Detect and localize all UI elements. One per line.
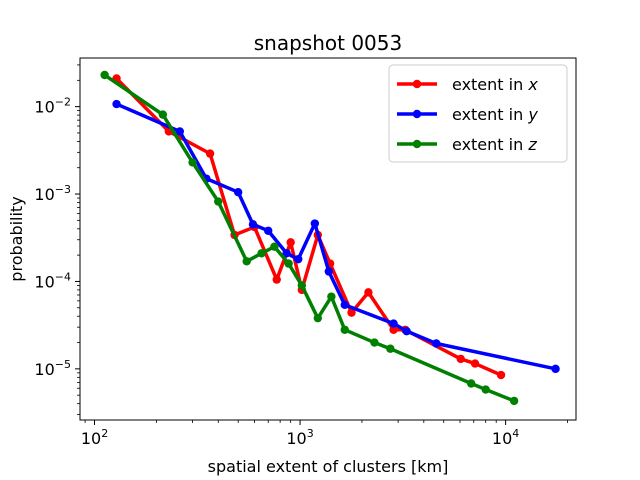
point-x-12 <box>389 325 398 334</box>
point-x-16 <box>496 370 506 380</box>
point-z-10 <box>327 292 336 301</box>
legend-box <box>388 64 568 163</box>
point-y-10 <box>340 300 349 310</box>
point-z-0 <box>100 70 109 80</box>
y-tick-label-1: 10−3 <box>34 183 71 204</box>
point-y-14 <box>551 364 560 374</box>
y-tick-exp-2: −4 <box>55 270 71 283</box>
x-axis-label: spatial extent of clusters [km] <box>208 457 449 476</box>
point-y-4 <box>248 220 258 229</box>
x-tick-base-0: 10 <box>81 429 101 448</box>
y-tick-base-1: 10 <box>34 185 54 204</box>
legend-marker-y <box>412 109 422 119</box>
x-tick-base-1: 10 <box>286 429 306 448</box>
point-x-14 <box>456 354 465 364</box>
x-tick-exp-0: 2 <box>101 427 108 440</box>
point-z-9 <box>313 313 323 323</box>
point-z-7 <box>284 259 293 268</box>
point-x-6 <box>286 238 295 247</box>
y-tick-base-0: 10 <box>34 98 54 117</box>
chart-title: snapshot 0053 <box>254 31 402 55</box>
point-z-1 <box>158 110 168 119</box>
series-z <box>100 70 519 406</box>
point-x-11 <box>364 288 373 297</box>
x-tick-exp-1: 3 <box>307 427 314 440</box>
point-x-15 <box>470 359 480 368</box>
point-z-6 <box>270 242 279 251</box>
point-z-5 <box>257 249 266 258</box>
point-y-1 <box>175 127 185 136</box>
legend-label-z: extent in z <box>452 135 537 154</box>
legend-prefix-x: extent in <box>452 75 528 94</box>
x-tick-label-0: 102 <box>81 427 108 448</box>
point-z-15 <box>481 385 490 394</box>
point-y-5 <box>264 226 273 235</box>
point-x-2 <box>205 149 215 158</box>
legend-prefix-y: extent in <box>452 105 528 124</box>
y-tick-label-2: 10−4 <box>34 270 71 291</box>
plot-area <box>100 70 560 406</box>
point-y-13 <box>432 339 441 348</box>
axes-frame <box>79 57 577 421</box>
legend-var-x: x <box>527 75 538 94</box>
y-tick-label-0: 10−2 <box>34 96 71 117</box>
point-z-12 <box>370 338 379 347</box>
legend-marker-x <box>412 79 422 89</box>
point-y-8 <box>310 219 320 228</box>
point-z-8 <box>297 281 307 290</box>
x-tick-label-2: 104 <box>492 427 519 448</box>
legend-label-y: extent in y <box>452 105 538 124</box>
point-z-2 <box>188 158 197 167</box>
legend-var-z: z <box>527 135 537 154</box>
point-z-14 <box>466 379 476 388</box>
y-axis-label: probability <box>7 196 26 281</box>
y-axis-ticks: 10−210−310−410−5 <box>34 64 80 415</box>
point-z-11 <box>340 325 349 334</box>
y-tick-base-3: 10 <box>34 360 54 379</box>
point-x-10 <box>347 308 356 317</box>
point-z-16 <box>509 396 519 406</box>
point-y-11 <box>389 319 398 328</box>
legend-label-x: extent in x <box>452 75 538 94</box>
point-y-7 <box>294 254 303 264</box>
point-z-4 <box>242 257 251 266</box>
y-tick-label-3: 10−5 <box>34 358 71 379</box>
legend-prefix-z: extent in <box>452 135 528 154</box>
x-tick-exp-2: 4 <box>512 427 519 440</box>
x-tick-label-1: 103 <box>286 427 313 448</box>
point-y-9 <box>324 267 334 276</box>
y-tick-exp-0: −2 <box>55 96 71 109</box>
x-axis-ticks: 102 103 104 <box>81 420 568 448</box>
point-x-5 <box>272 275 281 284</box>
point-z-3 <box>214 197 223 206</box>
y-tick-exp-1: −3 <box>55 183 71 196</box>
point-y-0 <box>112 99 121 109</box>
point-y-6 <box>282 249 291 258</box>
point-y-12 <box>402 326 411 336</box>
y-tick-base-2: 10 <box>34 272 54 291</box>
legend-marker-z <box>412 139 422 149</box>
x-tick-base-2: 10 <box>492 429 512 448</box>
legend-var-y: y <box>527 105 538 124</box>
point-y-3 <box>233 187 243 197</box>
point-z-13 <box>386 344 395 353</box>
y-tick-exp-3: −5 <box>55 358 71 371</box>
